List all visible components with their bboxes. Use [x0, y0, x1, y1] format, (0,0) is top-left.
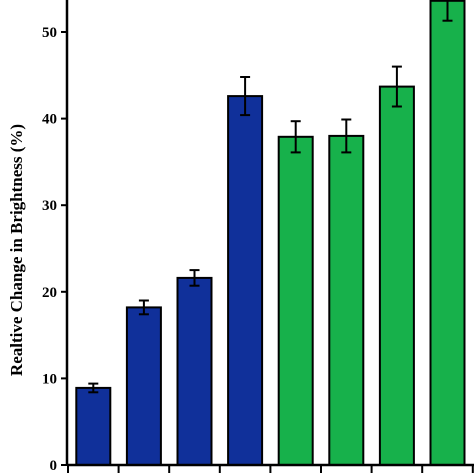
y-tick-label-40: 40	[42, 112, 57, 128]
y-tick-label-10: 10	[42, 371, 57, 387]
bar-4	[227, 95, 264, 466]
y-axis-title: Realtive Change in Brightness (%)	[7, 124, 26, 376]
bar-1	[75, 386, 112, 466]
bar-7	[378, 85, 415, 466]
y-tick-label-0: 0	[50, 458, 58, 474]
bars-group	[75, 0, 466, 467]
y-tick-label-20: 20	[42, 285, 57, 301]
bar-2	[125, 306, 162, 466]
y-tick-label-30: 30	[42, 198, 57, 214]
bar-6	[328, 134, 365, 466]
error-bars-group	[88, 0, 453, 394]
bar-5	[277, 135, 314, 467]
bar-3	[176, 276, 213, 466]
y-tick-label-50: 50	[42, 25, 57, 41]
bar-8	[429, 0, 466, 467]
axes-group: 0 10 20 30 40 50	[42, 0, 474, 474]
